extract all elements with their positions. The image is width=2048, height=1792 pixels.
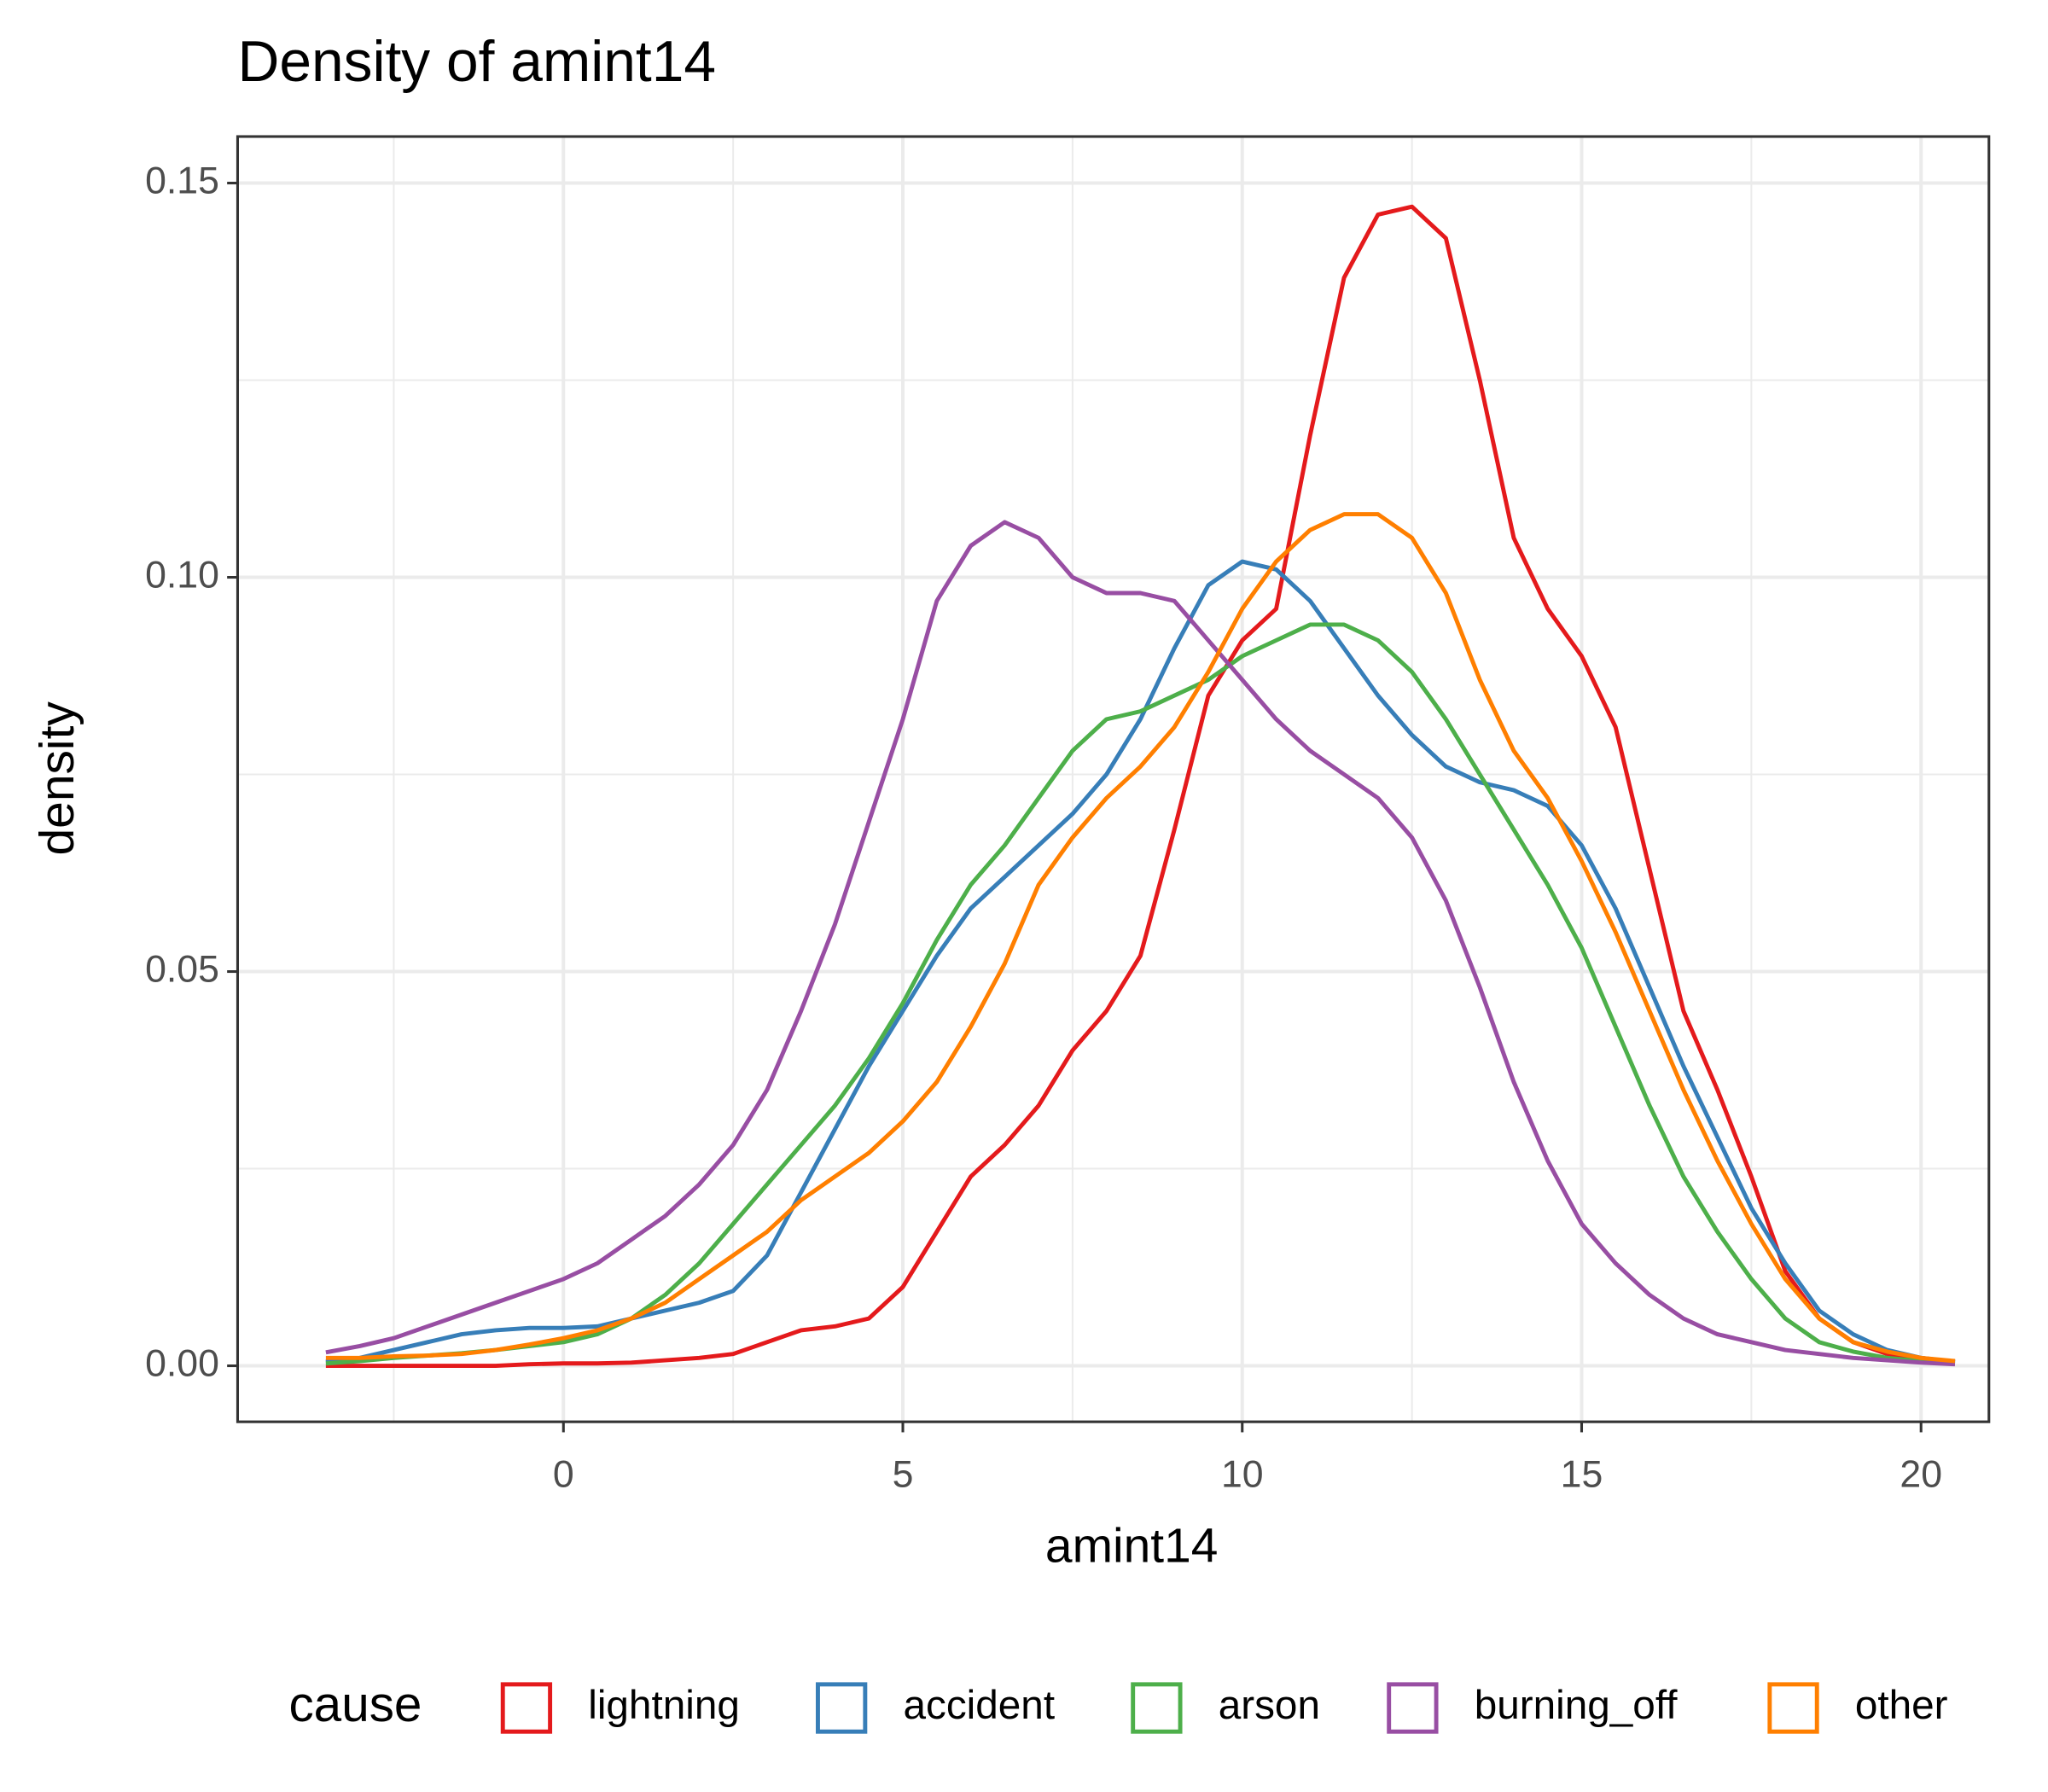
legend-key (1767, 1682, 1819, 1734)
chart-title: Density of amint14 (237, 30, 716, 94)
x-tick-label: 0 (553, 1454, 574, 1496)
density-line (325, 204, 1956, 1369)
y-axis-title: density (30, 701, 84, 856)
y-tick-label: 0.00 (145, 1342, 219, 1384)
legend-key (816, 1682, 868, 1734)
density-line (325, 559, 1956, 1364)
y-tick-label: 0.15 (145, 160, 219, 201)
legend-key (1131, 1682, 1183, 1734)
density-line (325, 520, 1956, 1367)
y-tick-label: 0.10 (145, 554, 219, 596)
x-tick-label: 5 (893, 1454, 914, 1496)
legend-label: accident (903, 1683, 1055, 1728)
legend-label: lightning (588, 1683, 740, 1728)
y-tick-label: 0.05 (145, 948, 219, 990)
x-tick-label: 10 (1221, 1454, 1264, 1496)
x-tick-label: 15 (1561, 1454, 1603, 1496)
legend-title: cause (288, 1677, 422, 1732)
density-line (325, 622, 1956, 1366)
legend-label: other (1855, 1683, 1948, 1728)
legend-key (500, 1682, 553, 1734)
legend-label: burning_off (1475, 1683, 1679, 1728)
legend-key (1387, 1682, 1439, 1734)
density-line (325, 512, 1956, 1364)
legend: cause lightning accident arson burning_off ot… (288, 1677, 1948, 1734)
plot-area: 0 5 10 15 20 0.00 0.05 0.10 0.15 (145, 135, 1991, 1496)
x-axis-title: amint14 (1045, 1518, 1218, 1573)
x-tick-label: 20 (1900, 1454, 1942, 1496)
panel-border (236, 135, 1991, 1423)
legend-label: arson (1219, 1683, 1320, 1728)
